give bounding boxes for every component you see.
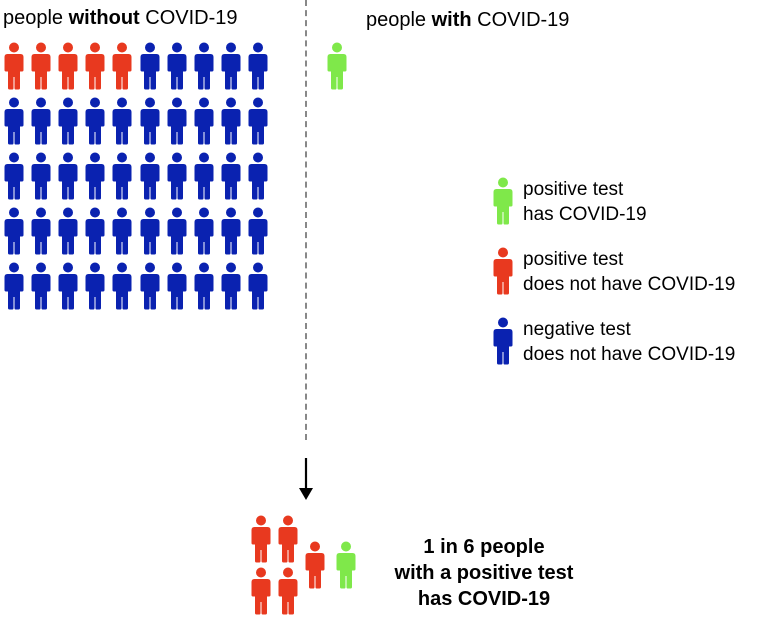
person-icon-red: [250, 515, 272, 565]
person-icon-blue: [27, 262, 54, 317]
person-icon-blue: [54, 207, 81, 262]
legend-item-negative-no-covid: negative test does not have COVID-19: [485, 317, 735, 372]
person-icon-blue: [54, 152, 81, 207]
legend-line-2: has COVID-19: [523, 204, 647, 225]
person-icon-blue: [109, 262, 136, 317]
title-people-with-covid: people with COVID-19: [366, 10, 569, 30]
person-icon-red: [54, 42, 81, 97]
down-arrow-icon: [299, 458, 313, 500]
title-with-suffix: COVID-19: [471, 9, 570, 31]
person-icon-blue: [0, 262, 27, 317]
legend-line-1: positive test: [523, 249, 624, 270]
person-icon-blue: [27, 152, 54, 207]
person-icon-blue: [0, 152, 27, 207]
person-icon-red: [109, 42, 136, 97]
person-icon-blue: [218, 42, 245, 97]
legend-item-positive-no-covid: positive test does not have COVID-19: [485, 247, 735, 302]
person-icon-blue: [82, 152, 109, 207]
person-icon-blue: [163, 207, 190, 262]
positive-test-people-group: [245, 515, 370, 615]
legend-icon-slot: [485, 177, 521, 232]
person-icon-blue: [163, 97, 190, 152]
person-icon-blue: [245, 42, 272, 97]
person-icon-blue: [190, 42, 217, 97]
person-icon-blue: [136, 42, 163, 97]
person-icon-red: [304, 541, 326, 591]
person-icon-blue: [245, 207, 272, 262]
person-icon-blue: [245, 262, 272, 317]
person-icon-blue: [218, 97, 245, 152]
title-with-emphasis: with: [431, 9, 472, 31]
legend-text: positive test has COVID-19: [523, 177, 647, 227]
person-icon-blue: [163, 262, 190, 317]
title-without-prefix: people: [3, 7, 69, 29]
title-without-emphasis: without: [68, 7, 140, 29]
legend-text: positive test does not have COVID-19: [523, 247, 735, 297]
person-icon-red: [488, 247, 518, 302]
person-icon-blue: [27, 207, 54, 262]
dashed-divider: [305, 0, 307, 440]
person-icon-blue: [190, 262, 217, 317]
result-line-2: with a positive test: [394, 562, 574, 584]
person-icon-red: [250, 567, 272, 617]
result-line-3-prefix: has: [417, 588, 458, 610]
person-icon-green: [325, 42, 349, 97]
person-icon-red: [277, 515, 299, 565]
person-icon-blue: [54, 97, 81, 152]
person-icon-blue: [245, 152, 272, 207]
legend-text: negative test does not have COVID-19: [523, 317, 735, 367]
person-icon-blue: [218, 152, 245, 207]
person-icon-green: [488, 177, 518, 232]
person-icon-blue: [136, 97, 163, 152]
legend-icon-slot: [485, 247, 521, 302]
result-line-3: has COVID-19: [372, 586, 596, 612]
person-icon-blue: [218, 262, 245, 317]
person-icon-green: [335, 541, 357, 591]
legend-item-positive-has-covid: positive test has COVID-19: [485, 177, 647, 232]
legend-line-1: negative test: [523, 319, 631, 340]
person-icon-blue: [218, 207, 245, 262]
person-icon-blue: [0, 207, 27, 262]
person-icon-blue: [136, 262, 163, 317]
person-icon-blue: [109, 152, 136, 207]
title-without-suffix: COVID-19: [139, 7, 238, 29]
person-icon-blue: [163, 152, 190, 207]
people-with-covid-group: [325, 42, 349, 97]
person-icon-blue: [190, 152, 217, 207]
people-without-covid-grid: [0, 42, 272, 317]
person-icon-red: [82, 42, 109, 97]
title-people-without-covid: people without COVID-19: [3, 8, 238, 28]
result-statement: 1 in 6 people with a positive test has C…: [372, 534, 596, 612]
person-icon-red: [0, 42, 27, 97]
result-line-3-emphasis: COVID-19: [457, 588, 551, 610]
person-icon-blue: [109, 97, 136, 152]
person-icon-blue: [245, 97, 272, 152]
person-icon-blue: [27, 97, 54, 152]
person-icon-red: [27, 42, 54, 97]
person-icon-blue: [190, 207, 217, 262]
legend-icon-slot: [485, 317, 521, 372]
person-icon-blue: [488, 317, 518, 372]
legend-line-1: positive test: [523, 179, 624, 200]
result-line-1: 1 in 6 people: [423, 536, 545, 558]
person-icon-blue: [82, 207, 109, 262]
title-with-prefix: people: [366, 9, 432, 31]
person-icon-blue: [136, 207, 163, 262]
legend-line-2: does not have COVID-19: [523, 344, 736, 365]
person-icon-blue: [82, 97, 109, 152]
person-icon-blue: [190, 97, 217, 152]
person-icon-blue: [54, 262, 81, 317]
person-icon-blue: [136, 152, 163, 207]
legend-line-2: does not have COVID-19: [523, 274, 736, 295]
person-icon-blue: [0, 97, 27, 152]
person-icon-red: [277, 567, 299, 617]
person-icon-blue: [109, 207, 136, 262]
person-icon-blue: [82, 262, 109, 317]
person-icon-blue: [163, 42, 190, 97]
